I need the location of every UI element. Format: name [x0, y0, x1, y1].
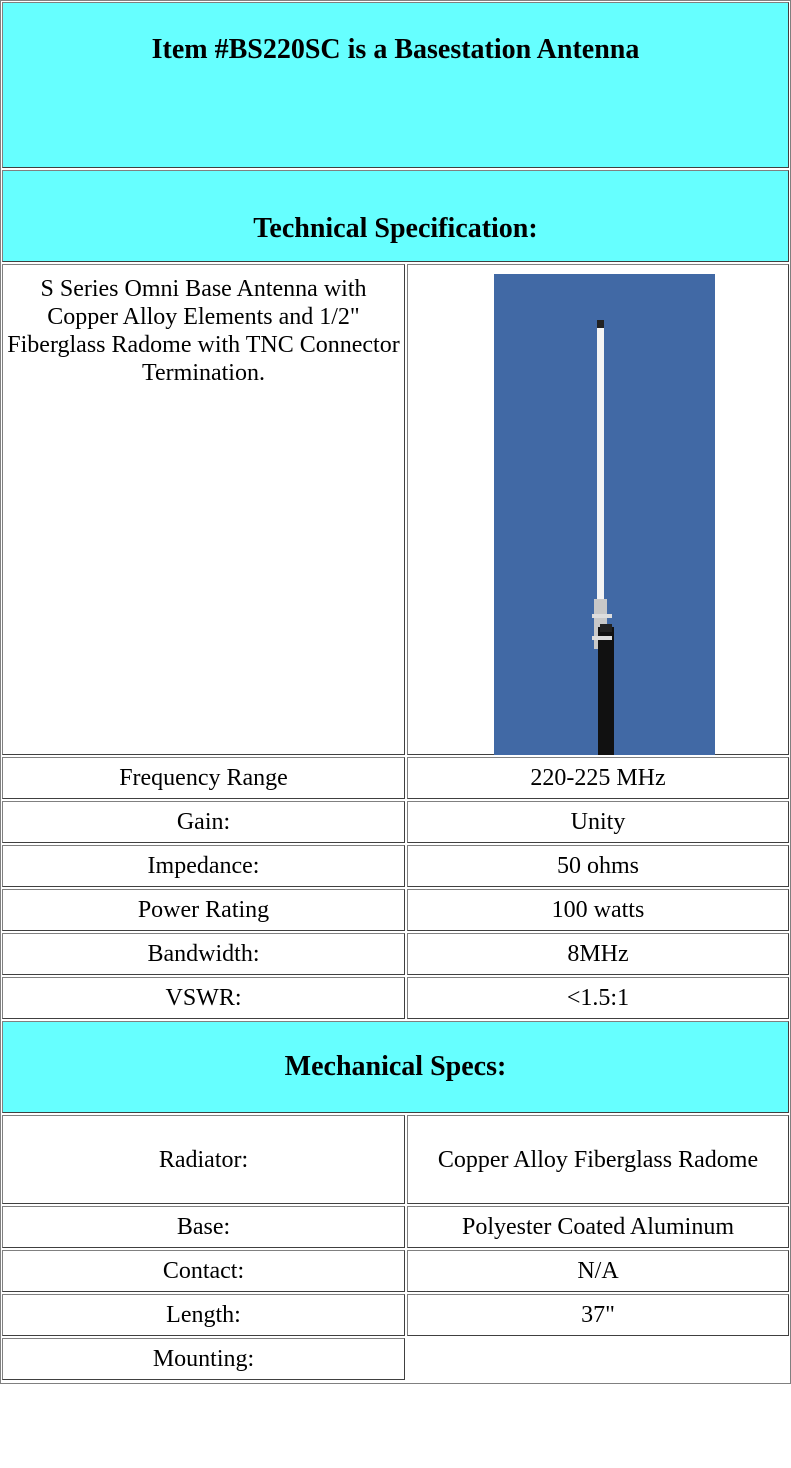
image-cell — [407, 264, 789, 755]
cell-text: 50 ohms — [557, 852, 639, 880]
table-cell: Copper Alloy Fiberglass Radome — [407, 1115, 789, 1204]
table-cell: Bandwidth: — [2, 933, 405, 975]
cell-text: <1.5:1 — [567, 984, 629, 1012]
table-cell: <1.5:1 — [407, 977, 789, 1019]
table-cell: Base: — [2, 1206, 405, 1248]
cell-text: Frequency Range — [119, 764, 288, 792]
title-cell: Item #BS220SC is a Basestation Antenna — [2, 2, 789, 168]
table-cell: Power Rating — [2, 889, 405, 931]
table-cell: Polyester Coated Aluminum — [407, 1206, 789, 1248]
table-cell: Mounting: — [2, 1338, 405, 1380]
page: Item #BS220SC is a Basestation Antenna T… — [0, 0, 791, 1468]
table-cell: VSWR: — [2, 977, 405, 1019]
table-cell: 37" — [407, 1294, 789, 1336]
table-cell: Gain: — [2, 801, 405, 843]
table-cell: Unity — [407, 801, 789, 843]
table-cell: N/A — [407, 1250, 789, 1292]
cell-text: 220-225 MHz — [530, 764, 665, 792]
cell-text: Radiator: — [159, 1146, 248, 1174]
cell-text: Polyester Coated Aluminum — [462, 1213, 734, 1241]
cell-text: Copper Alloy Fiberglass Radome — [438, 1146, 758, 1174]
description: S Series Omni Base Antenna with Copper A… — [7, 275, 400, 387]
table-cell: 100 watts — [407, 889, 789, 931]
cell-text: Contact: — [163, 1257, 244, 1285]
table-cell: Radiator: — [2, 1115, 405, 1204]
cell-text: 37" — [581, 1301, 615, 1329]
title: Item #BS220SC is a Basestation Antenna — [152, 36, 640, 64]
antenna-image — [494, 274, 715, 755]
cell-text: N/A — [577, 1257, 618, 1285]
cell-text: Power Rating — [138, 896, 269, 924]
heading-cell: Technical Specification: — [2, 170, 789, 262]
table-cell: 220-225 MHz — [407, 757, 789, 799]
cell-text: Impedance: — [148, 852, 260, 880]
heading-cell: Mechanical Specs: — [2, 1021, 789, 1113]
table-cell: 8MHz — [407, 933, 789, 975]
cell-text: Gain: — [177, 808, 230, 836]
cell-text: VSWR: — [165, 984, 241, 1012]
table-cell: Impedance: — [2, 845, 405, 887]
cell-text: Base: — [177, 1213, 230, 1241]
cell-text: 8MHz — [567, 940, 628, 968]
table-cell: Contact: — [2, 1250, 405, 1292]
description-cell: S Series Omni Base Antenna with Copper A… — [2, 264, 405, 755]
cell-text: Bandwidth: — [148, 940, 260, 968]
table-cell: 50 ohms — [407, 845, 789, 887]
heading: Mechanical Specs: — [285, 1053, 507, 1081]
cell-text: Mounting: — [153, 1345, 254, 1373]
table-cell: Length: — [2, 1294, 405, 1336]
heading: Technical Specification: — [253, 215, 537, 243]
cell-text: 100 watts — [552, 896, 645, 924]
cell-text: Length: — [166, 1301, 241, 1329]
cell-text: Unity — [571, 808, 626, 836]
table-cell: Frequency Range — [2, 757, 405, 799]
